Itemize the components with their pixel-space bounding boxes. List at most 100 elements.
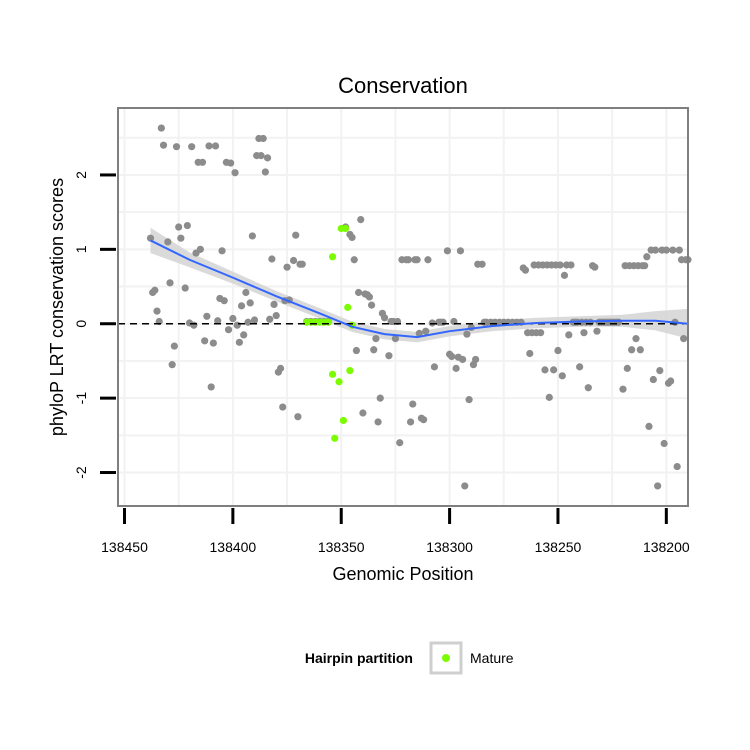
- other-point: [146, 234, 155, 242]
- other-point: [472, 355, 480, 364]
- legend-label-mature: Mature: [470, 650, 514, 666]
- other-point: [348, 233, 356, 242]
- mature-point: [339, 416, 347, 425]
- other-point: [209, 339, 217, 347]
- other-point: [669, 246, 677, 254]
- other-point: [556, 261, 564, 269]
- other-point: [380, 314, 389, 322]
- smooth-line-layer: [150, 239, 689, 339]
- other-point: [662, 246, 670, 254]
- other-point: [651, 246, 660, 254]
- other-point: [231, 169, 239, 177]
- other-point: [246, 299, 254, 307]
- other-point: [172, 143, 181, 151]
- other-point: [166, 279, 174, 287]
- other-point: [159, 141, 168, 149]
- other-point: [240, 331, 248, 339]
- other-point: [385, 352, 393, 360]
- other-point: [675, 246, 683, 254]
- panel-border: [117, 107, 689, 507]
- other-point: [170, 342, 178, 350]
- mature-point: [344, 303, 352, 311]
- mature-point: [324, 318, 332, 326]
- other-point: [370, 346, 378, 354]
- other-point: [188, 143, 196, 151]
- other-point: [619, 385, 627, 393]
- other-point: [558, 372, 566, 380]
- other-point: [439, 318, 447, 326]
- other-point: [673, 462, 681, 471]
- other-point: [292, 231, 300, 239]
- other-point: [537, 329, 545, 337]
- y-tick-label: -2: [73, 466, 89, 479]
- other-point: [391, 335, 400, 343]
- other-point: [294, 413, 302, 421]
- other-point: [521, 266, 530, 274]
- other-point: [164, 238, 172, 246]
- other-point: [261, 168, 269, 176]
- other-point: [463, 330, 471, 338]
- other-point: [229, 314, 237, 323]
- other-point: [541, 366, 549, 374]
- other-point: [409, 400, 417, 408]
- other-point: [591, 263, 599, 271]
- other-point: [550, 366, 558, 374]
- other-point: [654, 482, 662, 490]
- y-axis-title: phyloP LRT conservation scores: [47, 178, 67, 436]
- other-point: [419, 416, 428, 424]
- other-point: [374, 418, 382, 426]
- other-point: [242, 288, 250, 297]
- other-point: [354, 288, 363, 297]
- x-tick-label: 138450: [101, 539, 148, 555]
- x-tick-label: 138400: [210, 539, 257, 555]
- smooth-trend-line: [150, 239, 689, 339]
- other-point: [214, 317, 222, 325]
- legend: Hairpin partition Mature: [305, 641, 514, 675]
- other-point: [367, 301, 376, 309]
- other-point: [257, 152, 265, 160]
- other-point: [157, 124, 165, 132]
- other-point: [372, 335, 380, 343]
- other-point: [448, 352, 456, 361]
- other-point: [459, 355, 467, 364]
- other-point: [350, 256, 358, 264]
- plot-panel: [117, 107, 692, 507]
- other-point: [560, 271, 569, 279]
- other-point: [298, 260, 306, 268]
- other-point: [580, 329, 588, 337]
- chart-title: Conservation: [338, 73, 468, 98]
- other-point: [632, 335, 640, 343]
- other-point: [615, 318, 623, 326]
- other-point: [227, 159, 235, 167]
- other-point: [461, 482, 469, 490]
- other-point: [643, 253, 651, 261]
- other-point: [279, 403, 287, 411]
- other-point: [190, 321, 198, 329]
- other-point: [175, 223, 183, 231]
- other-point: [283, 263, 291, 271]
- other-point: [636, 346, 644, 354]
- other-point: [422, 327, 430, 335]
- other-point: [667, 377, 675, 385]
- other-point: [565, 331, 573, 339]
- other-point: [203, 312, 211, 320]
- other-point: [198, 158, 207, 166]
- other-point: [623, 364, 631, 372]
- y-axis: -2 -1 0 1 2: [73, 171, 116, 479]
- mature-point: [328, 253, 337, 261]
- y-tick-label: 2: [73, 171, 89, 179]
- other-point: [584, 384, 592, 392]
- x-axis-title: Genomic Position: [332, 564, 473, 584]
- other-point: [357, 215, 365, 224]
- other-point: [404, 256, 413, 264]
- other-point: [237, 302, 246, 310]
- x-tick-label: 138250: [535, 539, 582, 555]
- other-point: [268, 255, 276, 263]
- other-point: [656, 367, 664, 375]
- other-point: [218, 247, 226, 255]
- other-point: [244, 318, 252, 326]
- other-point: [289, 256, 298, 265]
- x-axis: 138450 138400 138350 138300 138250 138200: [101, 508, 690, 555]
- other-point: [250, 316, 259, 324]
